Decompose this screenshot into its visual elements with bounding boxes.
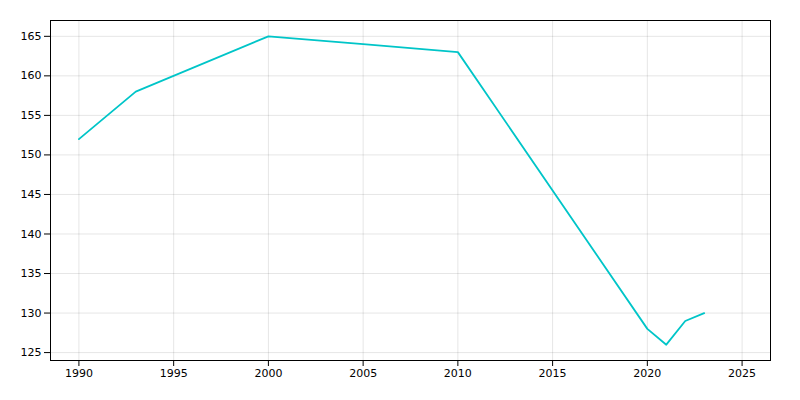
svg-text:2025: 2025: [728, 367, 756, 380]
svg-text:2010: 2010: [444, 367, 472, 380]
svg-text:1995: 1995: [160, 367, 188, 380]
svg-text:2000: 2000: [254, 367, 282, 380]
svg-text:125: 125: [21, 346, 42, 359]
svg-text:135: 135: [21, 267, 42, 280]
svg-text:140: 140: [21, 228, 42, 241]
svg-text:2020: 2020: [633, 367, 661, 380]
svg-text:130: 130: [21, 307, 42, 320]
svg-text:145: 145: [21, 188, 42, 201]
svg-text:165: 165: [21, 30, 42, 43]
svg-text:2005: 2005: [349, 367, 377, 380]
svg-text:155: 155: [21, 109, 42, 122]
svg-text:1990: 1990: [65, 367, 93, 380]
svg-text:150: 150: [21, 148, 42, 161]
svg-text:160: 160: [21, 69, 42, 82]
svg-text:2015: 2015: [539, 367, 567, 380]
